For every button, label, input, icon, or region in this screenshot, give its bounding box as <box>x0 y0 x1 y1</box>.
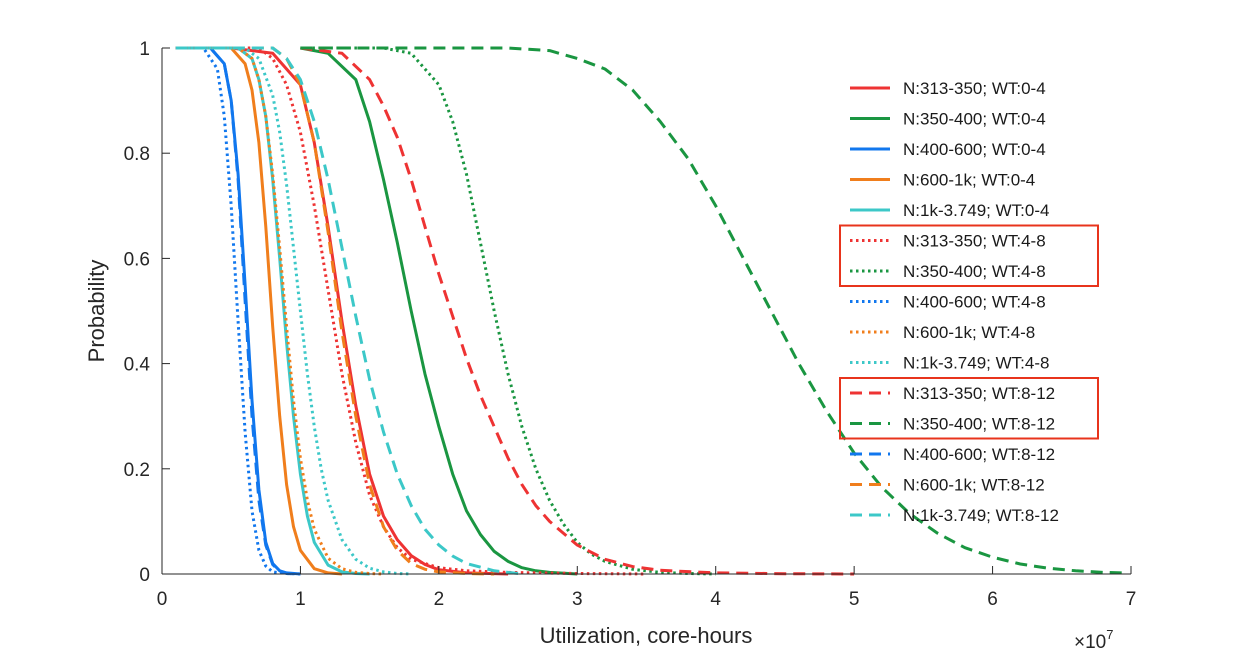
series-line <box>300 46 716 576</box>
legend-entry-label: N:313-350; WT:0-4 <box>903 79 1046 98</box>
legend-highlight-box <box>839 377 1099 440</box>
legend-entry-label: N:350-400; WT:8-12 <box>903 415 1055 434</box>
x-tick-label: 3 <box>572 589 583 610</box>
series-line <box>175 46 647 576</box>
legend-entry-label: N:600-1k; WT:4-8 <box>903 323 1035 342</box>
x-tick-label: 1 <box>295 589 306 610</box>
series-line <box>175 46 523 576</box>
legend-entry-label: N:1k-3.749; WT:0-4 <box>903 201 1049 220</box>
y-tick-label: 0.6 <box>124 249 150 270</box>
y-tick-label: 0.2 <box>124 460 150 481</box>
x-tick-label: 6 <box>987 589 998 610</box>
axes-box <box>162 48 1131 574</box>
x-exponent-power: 7 <box>1106 627 1113 642</box>
legend-entry-label: N:313-350; WT:8-12 <box>903 384 1055 403</box>
x-ticks: 0 1 2 3 4 5 6 7 <box>157 566 1137 610</box>
plot-area <box>162 48 1131 574</box>
x-tick-label: 0 <box>157 589 168 610</box>
y-axis-title: Probability <box>84 260 109 363</box>
legend-entry-label: N:600-1k; WT:8-12 <box>903 476 1045 495</box>
legend-entry-label: N:350-400; WT:4-8 <box>903 262 1046 281</box>
legend-entry-label: N:600-1k; WT:0-4 <box>903 171 1035 190</box>
legend-entry-label: N:400-600; WT:0-4 <box>903 140 1046 159</box>
series-line <box>300 46 578 576</box>
series-line <box>300 46 1125 575</box>
series-layer <box>175 46 1125 576</box>
series-line <box>175 46 495 576</box>
x-exponent-base: ×10 <box>1074 632 1106 653</box>
y-tick-label: 0.4 <box>124 355 151 376</box>
legend: N:313-350; WT:0-4 N:350-400; WT:0-4 N:400-… <box>839 79 1099 525</box>
legend-entry-label: N:1k-3.749; WT:4-8 <box>903 354 1049 373</box>
series-line <box>300 46 855 576</box>
legend-entry-label: N:350-400; WT:0-4 <box>903 110 1046 129</box>
y-tick-label: 0.8 <box>124 144 150 165</box>
y-ticks: 0 0.2 0.4 0.6 0.8 1 <box>124 39 170 586</box>
x-axis-title: Utilization, core-hours <box>540 623 753 648</box>
legend-highlight-box <box>839 224 1099 287</box>
legend-entry-label: N:313-350; WT:4-8 <box>903 232 1046 251</box>
series-line <box>175 46 301 576</box>
series-line <box>175 46 412 576</box>
x-tick-label: 5 <box>849 589 860 610</box>
y-tick-label: 1 <box>139 39 150 60</box>
y-tick-label: 0 <box>139 565 150 586</box>
legend-entry-label: N:1k-3.749; WT:8-12 <box>903 506 1059 525</box>
x-exponent-label: ×107 <box>1074 627 1113 653</box>
x-tick-label: 2 <box>434 589 445 610</box>
legend-entry-label: N:400-600; WT:4-8 <box>903 293 1046 312</box>
x-tick-label: 4 <box>710 589 721 610</box>
axes-layer <box>161 48 1131 575</box>
series-line <box>175 46 301 576</box>
legend-entry-label: N:400-600; WT:8-12 <box>903 445 1055 464</box>
x-tick-label: 7 <box>1126 589 1137 610</box>
series-line <box>175 46 343 576</box>
